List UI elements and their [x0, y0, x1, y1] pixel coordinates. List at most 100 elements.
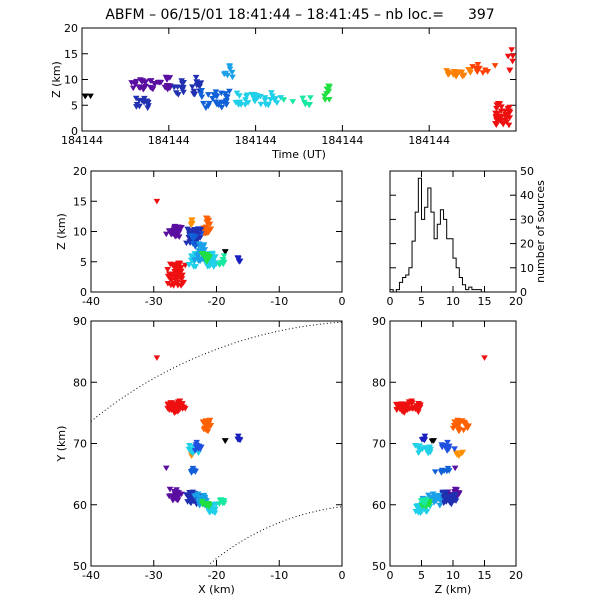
source-point	[203, 252, 211, 258]
source-point	[151, 81, 159, 88]
source-point	[198, 87, 205, 94]
source-point	[162, 74, 170, 81]
source-point	[153, 198, 161, 205]
source-point	[398, 406, 406, 412]
source-point	[393, 401, 400, 408]
source-point	[210, 264, 218, 270]
plot-frame	[90, 320, 343, 567]
source-point	[175, 406, 183, 413]
source-point	[149, 86, 157, 93]
source-point	[508, 47, 516, 53]
source-point	[164, 266, 171, 273]
source-point	[206, 255, 213, 261]
source-point	[451, 465, 459, 472]
plot-frame	[90, 170, 343, 293]
source-point	[209, 259, 217, 265]
histogram-step-line	[389, 177, 516, 293]
source-point	[406, 400, 414, 406]
source-point	[189, 84, 196, 90]
x-tick-label: 184144	[408, 134, 450, 147]
source-point	[196, 258, 204, 265]
source-point	[183, 240, 190, 247]
x-tick-label: -40	[82, 295, 100, 308]
source-point	[140, 99, 148, 106]
source-point	[433, 494, 440, 500]
source-point	[166, 486, 174, 493]
source-point	[213, 101, 221, 108]
source-point	[222, 438, 229, 444]
source-point	[200, 426, 208, 433]
figure-title: ABFM – 06/15/01 18:41:44 – 18:41:45 – nb…	[105, 7, 494, 23]
source-point	[135, 84, 143, 90]
source-point	[251, 98, 259, 105]
source-point	[458, 418, 466, 424]
source-point	[496, 114, 504, 120]
source-point	[306, 101, 314, 108]
source-point	[174, 92, 182, 98]
source-point	[509, 58, 516, 65]
x-tick-label: 15	[478, 569, 492, 582]
source-point	[203, 219, 211, 226]
source-point	[211, 92, 218, 99]
y-tick-label: 15	[64, 48, 78, 61]
source-point	[211, 510, 219, 516]
source-point	[450, 423, 458, 429]
y-axis-label: Z (km)	[55, 213, 68, 250]
source-point	[164, 401, 172, 408]
source-point	[460, 427, 467, 434]
x-tick-label: -20	[208, 295, 226, 308]
source-point	[451, 446, 458, 452]
source-point	[171, 274, 179, 280]
source-point	[206, 417, 214, 424]
source-point	[179, 280, 186, 287]
x-tick-label: 20	[509, 569, 523, 582]
source-point	[217, 497, 225, 503]
source-point	[81, 93, 89, 100]
source-point	[229, 74, 236, 81]
source-point	[272, 96, 279, 102]
source-point	[416, 404, 424, 411]
source-point	[423, 497, 430, 503]
source-point	[174, 282, 182, 289]
plot-frame	[389, 320, 517, 567]
y-tick-label: 15	[73, 195, 87, 208]
source-point	[164, 281, 172, 287]
source-point	[199, 242, 207, 249]
source-point	[173, 497, 181, 503]
x-axis-label: Z (km)	[435, 583, 472, 596]
source-point	[448, 498, 456, 505]
y-tick-label: 90	[73, 315, 87, 328]
y-tick-label: 50	[520, 165, 534, 178]
source-point	[202, 215, 210, 222]
y-tick-label: 20	[73, 165, 87, 178]
source-point	[198, 94, 206, 101]
y-tick-label: 20	[64, 22, 78, 35]
source-point	[196, 80, 204, 87]
source-point	[217, 259, 225, 266]
source-point	[451, 419, 458, 425]
source-point	[444, 439, 451, 446]
source-point	[505, 122, 513, 129]
source-point	[186, 489, 193, 496]
source-point	[135, 97, 143, 104]
source-point	[244, 100, 252, 106]
source-point	[170, 283, 177, 289]
source-point	[450, 68, 458, 75]
source-point	[236, 93, 243, 99]
source-point	[198, 501, 206, 507]
source-point	[412, 406, 419, 413]
source-point	[168, 262, 176, 268]
source-point	[431, 469, 439, 475]
source-point	[198, 251, 206, 258]
source-point	[506, 108, 513, 115]
source-point	[171, 84, 178, 91]
source-point	[241, 102, 249, 108]
x-tick-label: -10	[270, 295, 288, 308]
source-point	[268, 90, 275, 96]
source-point	[186, 442, 193, 449]
source-point	[162, 231, 170, 238]
source-point	[166, 276, 174, 282]
y-tick-label: 70	[73, 438, 87, 451]
source-point	[192, 74, 200, 81]
source-point	[474, 62, 482, 68]
